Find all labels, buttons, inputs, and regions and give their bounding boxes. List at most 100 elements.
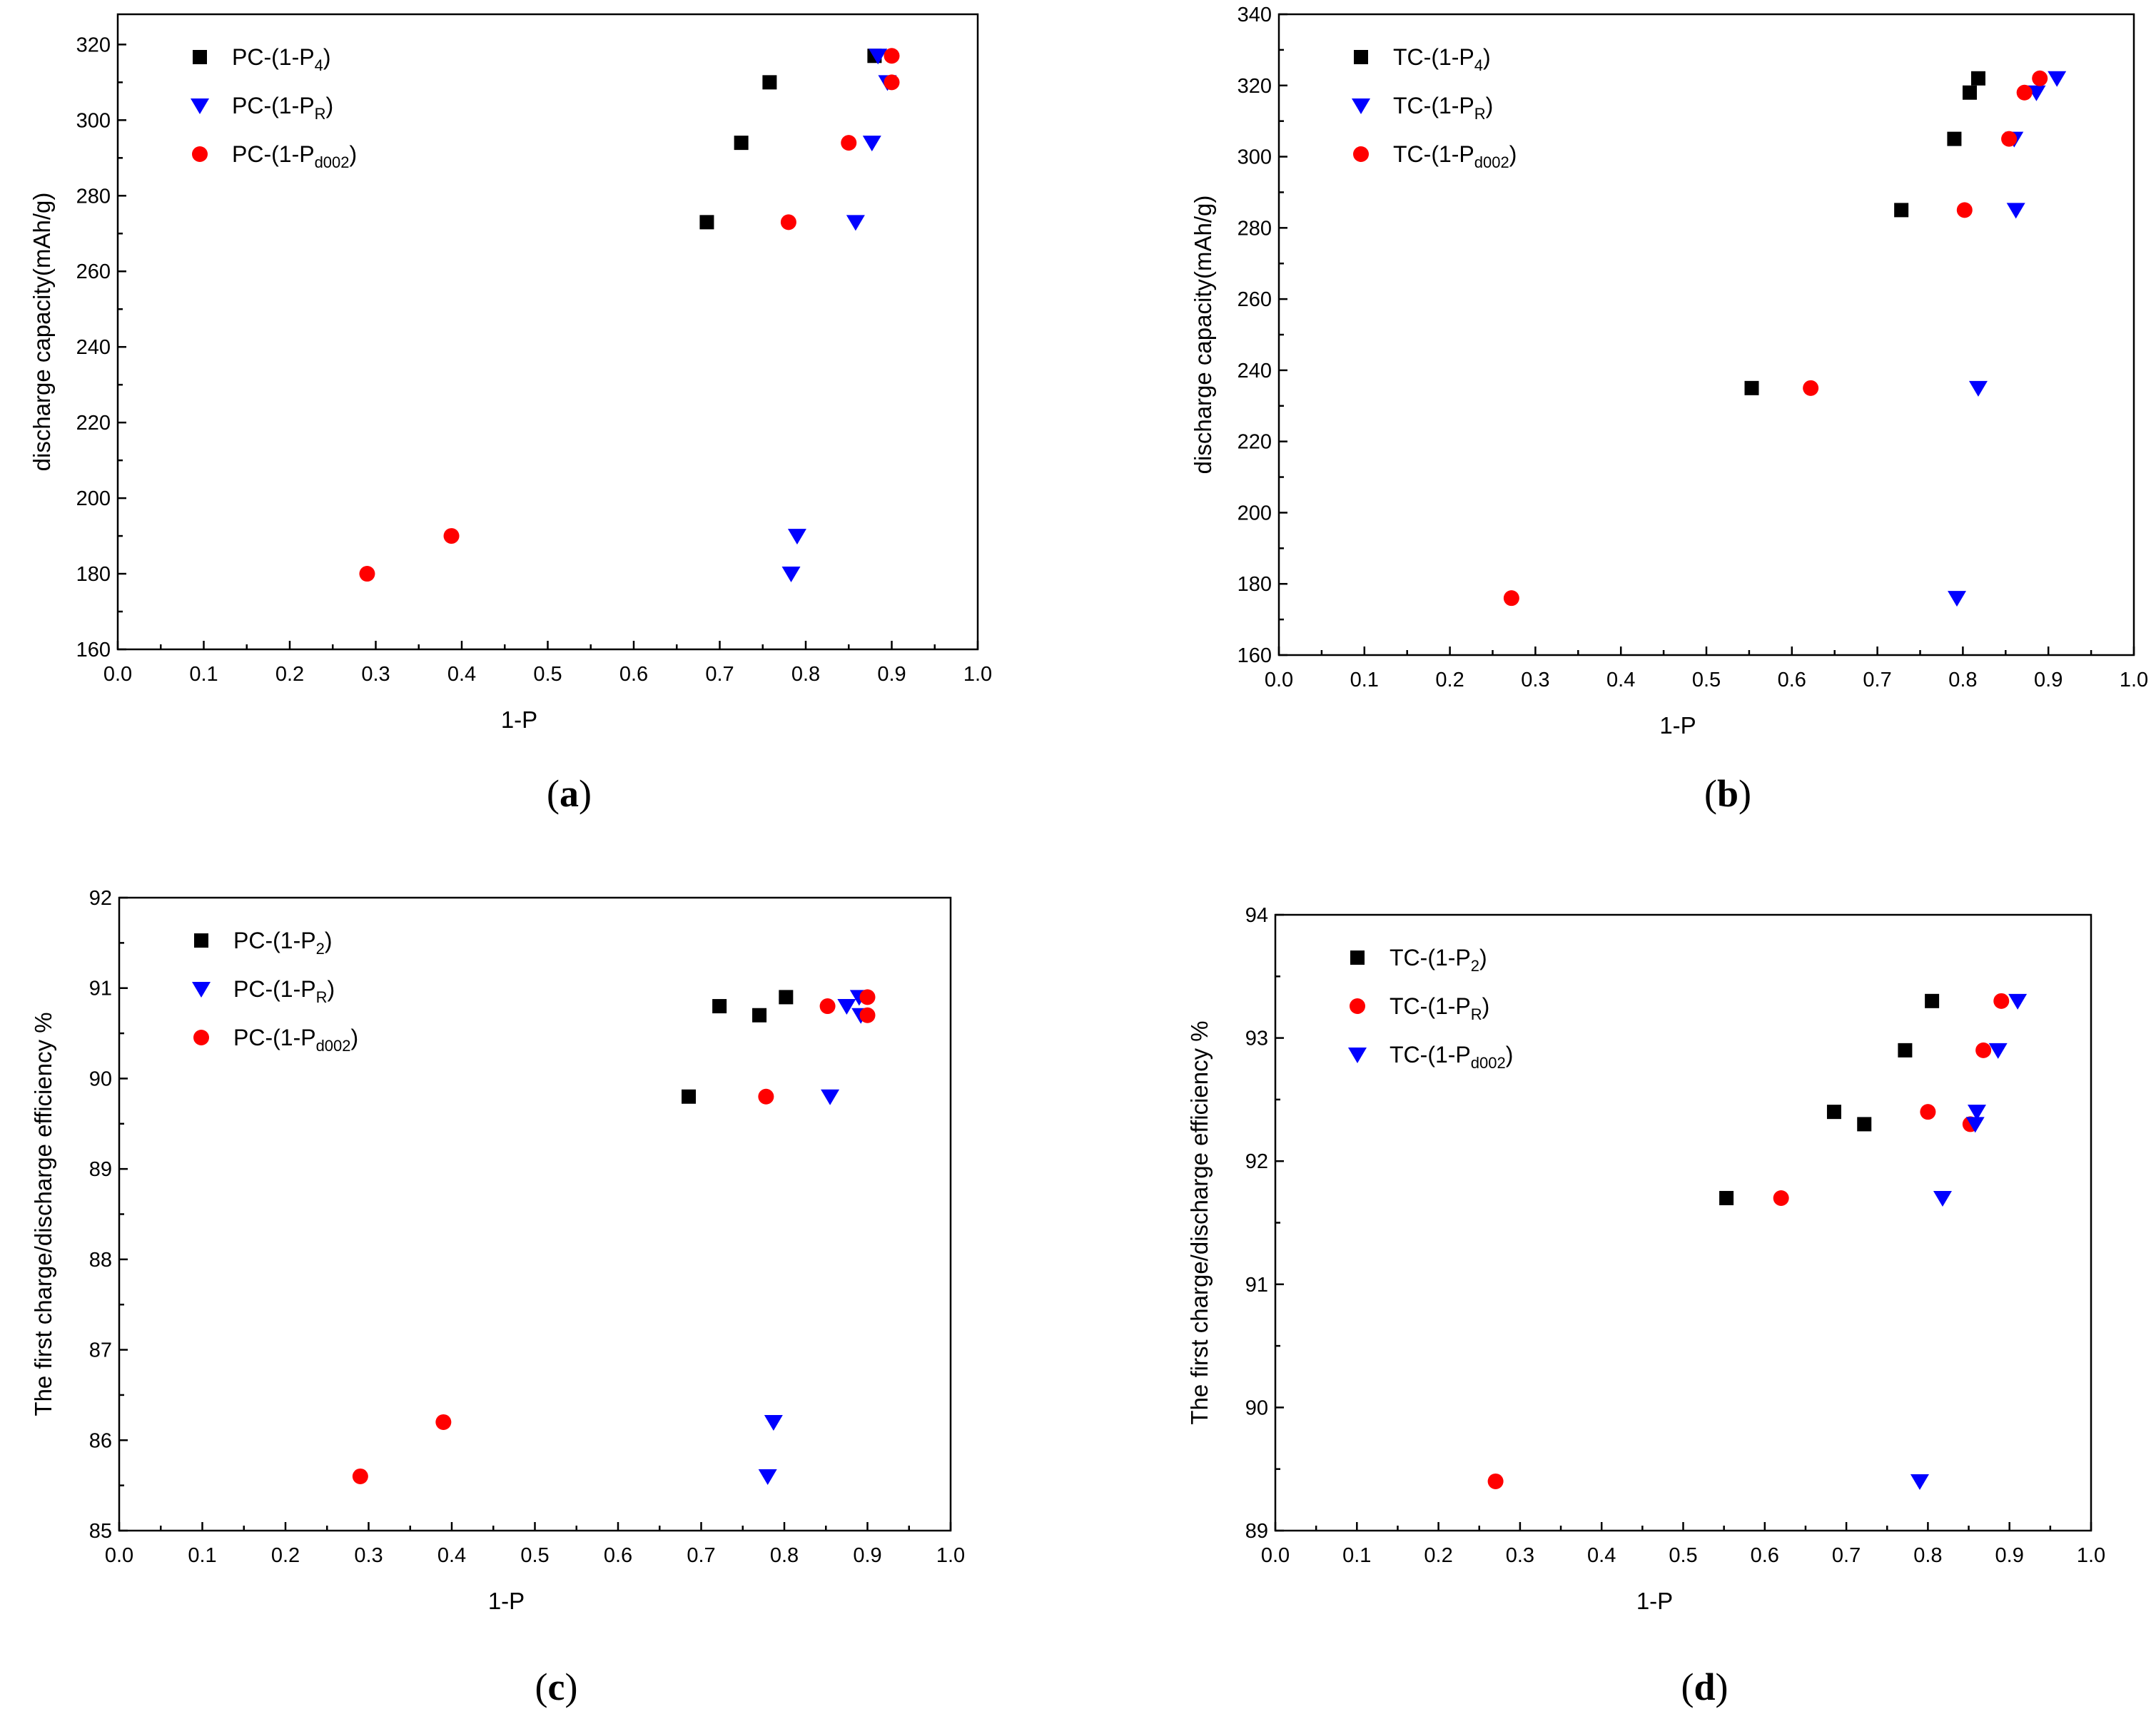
x-tick-label-c: 0.4 bbox=[437, 1544, 466, 1567]
data-point-c-s3 bbox=[819, 998, 836, 1015]
data-point-d-s1 bbox=[1898, 1043, 1913, 1058]
y-axis-label-c: The first charge/discharge efficiency % bbox=[30, 1012, 56, 1416]
data-point-a-s2 bbox=[781, 567, 801, 583]
data-point-d-s1 bbox=[1857, 1117, 1872, 1132]
legend-marker-a-s2 bbox=[191, 98, 209, 114]
x-tick-label-d: 0.2 bbox=[1424, 1544, 1452, 1567]
data-point-d-s2 bbox=[1975, 1042, 1992, 1058]
data-point-b-s1 bbox=[1970, 71, 1985, 86]
y-tick-label-d: 94 bbox=[1245, 904, 1268, 927]
data-point-d-s2 bbox=[1993, 993, 2010, 1009]
data-point-c-s3 bbox=[352, 1468, 368, 1484]
data-point-b-s2 bbox=[1948, 591, 1967, 607]
x-tick-label-d: 0.4 bbox=[1587, 1544, 1616, 1567]
data-point-d-s3 bbox=[2008, 993, 2028, 1010]
y-tick-label-b: 220 bbox=[1238, 431, 1272, 454]
data-point-a-s1 bbox=[762, 75, 777, 90]
x-tick-label-d: 0.7 bbox=[1832, 1544, 1861, 1567]
legend-label-a-s1: PC-(1-P4) bbox=[232, 44, 330, 74]
y-tick-label-b: 280 bbox=[1238, 217, 1272, 240]
x-tick-label-c: 0.9 bbox=[853, 1544, 881, 1567]
y-axis-label-b: discharge capacity(mAh/g) bbox=[1190, 196, 1216, 475]
data-point-b-s2 bbox=[1968, 380, 1988, 397]
x-tick-label-d: 0.6 bbox=[1751, 1544, 1779, 1567]
chart-d-svg: 0.0 0.1 0.2 0.3 0.4 0.5 0.6 0.7 0.8 0.9 1.0 89 90 91 9… bbox=[1186, 904, 2105, 1708]
data-point-b-s1 bbox=[1744, 380, 1759, 395]
legend-marker-d-s1 bbox=[1350, 950, 1365, 965]
x-tick-label-b: 0.5 bbox=[1692, 669, 1721, 691]
data-point-a-s1 bbox=[734, 136, 749, 151]
chart-a-svg: 0.0 0.1 0.2 0.3 0.4 0.5 0.6 0.7 0.8 0.9 1.0 160 180 2… bbox=[29, 13, 992, 815]
x-tick-label-c: 1.0 bbox=[936, 1544, 965, 1567]
data-point-d-s3 bbox=[1933, 1190, 1952, 1207]
data-point-c-s1 bbox=[712, 999, 727, 1014]
legend-label-c-s1: PC-(1-P2) bbox=[233, 928, 332, 958]
panel-caption-a: (a) bbox=[547, 772, 592, 815]
y-tick-label-a: 200 bbox=[76, 487, 111, 510]
legend-label-b-s2: TC-(1-PR) bbox=[1393, 93, 1493, 123]
x-tick-label-b: 0.8 bbox=[1948, 669, 1977, 691]
y-tick-label-a: 160 bbox=[76, 639, 111, 661]
x-tick-label-d: 0.3 bbox=[1506, 1544, 1534, 1567]
x-tick-label-d: 0.9 bbox=[1995, 1544, 2024, 1567]
data-point-b-s3 bbox=[2001, 131, 2018, 147]
legend-marker-c-s3 bbox=[193, 1030, 209, 1045]
data-point-a-s2 bbox=[869, 49, 888, 65]
x-tick-label-d: 0.1 bbox=[1342, 1544, 1371, 1567]
y-tick-label-b: 340 bbox=[1238, 4, 1272, 26]
legend-marker-a-s3 bbox=[192, 146, 208, 162]
data-point-b-s2 bbox=[2048, 71, 2067, 87]
y-tick-label-b: 240 bbox=[1238, 360, 1272, 382]
legend-label-c-s3: PC-(1-Pd002) bbox=[233, 1025, 358, 1055]
x-tick-label-a: 0.5 bbox=[533, 663, 562, 686]
panel-d: 0.0 0.1 0.2 0.3 0.4 0.5 0.6 0.7 0.8 0.9 1.0 89 90 91 9… bbox=[1078, 863, 2156, 1725]
y-tick-label-a: 240 bbox=[76, 336, 111, 359]
y-tick-label-c: 88 bbox=[89, 1249, 112, 1272]
data-point-b-s3 bbox=[2032, 70, 2048, 86]
x-tick-label-a: 0.3 bbox=[361, 663, 390, 686]
y-axis-label-d: The first charge/discharge efficiency % bbox=[1186, 1020, 1213, 1424]
y-tick-label-b: 200 bbox=[1238, 502, 1272, 524]
x-tick-label-d: 1.0 bbox=[2077, 1544, 2105, 1567]
chart-b-svg: 0.0 0.1 0.2 0.3 0.4 0.5 0.6 0.7 0.8 0.9 1.0 160 180 2… bbox=[1190, 4, 2148, 815]
y-tick-label-c: 89 bbox=[89, 1158, 112, 1181]
data-point-b-s2 bbox=[2027, 85, 2046, 101]
data-point-c-s2 bbox=[821, 1089, 840, 1105]
data-point-b-s3 bbox=[1803, 380, 1819, 396]
data-point-c-s2 bbox=[764, 1414, 783, 1431]
data-point-a-s2 bbox=[787, 529, 806, 545]
legend-marker-c-s2 bbox=[192, 982, 211, 998]
y-tick-label-d: 89 bbox=[1245, 1520, 1268, 1543]
x-tick-label-c: 0.2 bbox=[271, 1544, 300, 1567]
x-axis-label-c: 1-P bbox=[488, 1588, 525, 1614]
legend-label-a-s3: PC-(1-Pd002) bbox=[232, 141, 357, 171]
x-tick-label-c: 0.8 bbox=[770, 1544, 799, 1567]
data-point-a-s3 bbox=[359, 566, 375, 582]
x-tick-label-a: 0.0 bbox=[103, 663, 132, 686]
data-point-b-s3 bbox=[1956, 202, 1973, 218]
data-point-b-s1 bbox=[1947, 131, 1962, 146]
data-point-d-s2 bbox=[1487, 1473, 1504, 1489]
panel-caption-d: (d) bbox=[1681, 1665, 1728, 1708]
x-tick-label-b: 0.9 bbox=[2034, 669, 2063, 691]
x-tick-label-d: 0.0 bbox=[1261, 1544, 1290, 1567]
y-tick-label-d: 90 bbox=[1245, 1396, 1268, 1419]
x-tick-label-d: 0.5 bbox=[1669, 1544, 1697, 1567]
data-point-c-s2 bbox=[837, 999, 856, 1015]
y-tick-label-c: 87 bbox=[89, 1339, 112, 1362]
panel-a: 0.0 0.1 0.2 0.3 0.4 0.5 0.6 0.7 0.8 0.9 1.0 160 180 2… bbox=[0, 0, 1078, 856]
panel-caption-c: (c) bbox=[535, 1665, 578, 1708]
legend-label-d-s1: TC-(1-P2) bbox=[1390, 945, 1487, 975]
y-axis-label-a: discharge capacity(mAh/g) bbox=[29, 193, 55, 472]
legend-marker-d-s2 bbox=[1350, 998, 1365, 1014]
data-point-b-s2 bbox=[2006, 203, 2025, 219]
x-tick-label-b: 0.0 bbox=[1265, 669, 1293, 691]
data-point-d-s1 bbox=[1826, 1105, 1841, 1120]
data-point-a-s3 bbox=[884, 74, 900, 91]
legend-marker-d-s3 bbox=[1348, 1048, 1367, 1063]
y-tick-label-c: 85 bbox=[89, 1520, 112, 1543]
y-tick-label-d: 92 bbox=[1245, 1150, 1268, 1173]
y-tick-label-b: 260 bbox=[1238, 288, 1272, 311]
data-point-c-s1 bbox=[682, 1089, 697, 1104]
y-tick-label-c: 90 bbox=[89, 1068, 112, 1090]
